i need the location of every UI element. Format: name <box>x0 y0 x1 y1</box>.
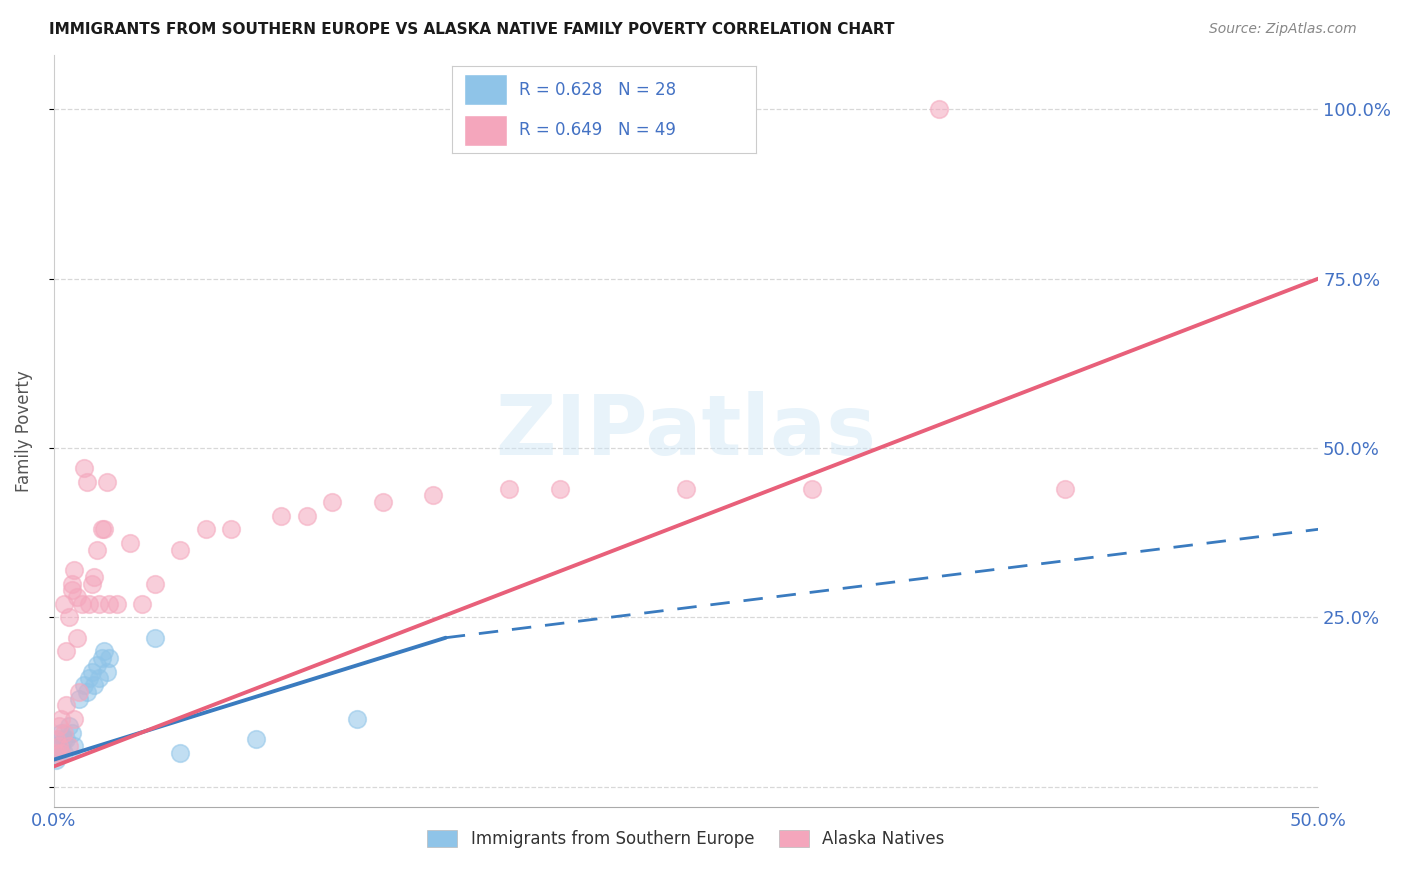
Text: Source: ZipAtlas.com: Source: ZipAtlas.com <box>1209 22 1357 37</box>
Point <box>86 657 108 672</box>
Point <box>48 719 70 733</box>
Point <box>63 563 86 577</box>
Point <box>52 732 75 747</box>
Y-axis label: Family Poverty: Family Poverty <box>15 370 32 492</box>
Point <box>51 746 73 760</box>
Point <box>143 576 166 591</box>
Point <box>96 475 118 489</box>
Point <box>131 597 153 611</box>
Point <box>60 725 83 739</box>
Point <box>51 739 73 753</box>
Point <box>67 691 90 706</box>
Point <box>93 522 115 536</box>
Point <box>73 678 96 692</box>
Point <box>48 732 70 747</box>
Point <box>548 482 571 496</box>
Point <box>55 644 77 658</box>
Text: IMMIGRANTS FROM SOUTHERN EUROPE VS ALASKA NATIVE FAMILY POVERTY CORRELATION CHAR: IMMIGRANTS FROM SOUTHERN EUROPE VS ALASK… <box>49 22 894 37</box>
Point <box>295 508 318 523</box>
Point <box>58 739 80 753</box>
Point <box>93 644 115 658</box>
Point <box>118 536 141 550</box>
Point <box>65 590 87 604</box>
Point <box>52 725 75 739</box>
Point <box>89 597 111 611</box>
Point <box>52 597 75 611</box>
Point <box>169 746 191 760</box>
Legend: Immigrants from Southern Europe, Alaska Natives: Immigrants from Southern Europe, Alaska … <box>420 823 952 855</box>
Point <box>219 522 242 536</box>
Point <box>422 488 444 502</box>
Point <box>63 712 86 726</box>
Point <box>45 746 67 760</box>
Point <box>371 495 394 509</box>
Point <box>51 712 73 726</box>
Point <box>52 746 75 760</box>
Point <box>90 651 112 665</box>
Text: ZIPatlas: ZIPatlas <box>495 391 876 472</box>
Point <box>321 495 343 509</box>
Point <box>73 461 96 475</box>
Point <box>48 739 70 753</box>
Point <box>45 753 67 767</box>
Point <box>143 631 166 645</box>
Point <box>801 482 824 496</box>
Point <box>76 685 98 699</box>
Point <box>58 719 80 733</box>
Point <box>270 508 292 523</box>
Point <box>77 597 100 611</box>
Point <box>1054 482 1077 496</box>
Point <box>67 685 90 699</box>
Point <box>89 671 111 685</box>
Point <box>96 665 118 679</box>
Point <box>83 570 105 584</box>
Point <box>63 739 86 753</box>
Point <box>45 732 67 747</box>
Point <box>48 746 70 760</box>
Point <box>55 732 77 747</box>
Point <box>77 671 100 685</box>
Point <box>60 576 83 591</box>
Point <box>70 597 93 611</box>
Point <box>45 739 67 753</box>
Point <box>245 732 267 747</box>
Point <box>90 522 112 536</box>
Point <box>86 542 108 557</box>
Point <box>98 597 121 611</box>
Point <box>98 651 121 665</box>
Point <box>498 482 520 496</box>
Point <box>51 725 73 739</box>
Point <box>58 610 80 624</box>
Point <box>105 597 128 611</box>
Point <box>60 583 83 598</box>
Point <box>675 482 697 496</box>
Point <box>76 475 98 489</box>
Point <box>194 522 217 536</box>
Point <box>928 103 950 117</box>
Point <box>83 678 105 692</box>
Point <box>55 698 77 713</box>
Point <box>65 631 87 645</box>
Point <box>80 665 103 679</box>
Point <box>169 542 191 557</box>
Point <box>80 576 103 591</box>
Point <box>346 712 368 726</box>
